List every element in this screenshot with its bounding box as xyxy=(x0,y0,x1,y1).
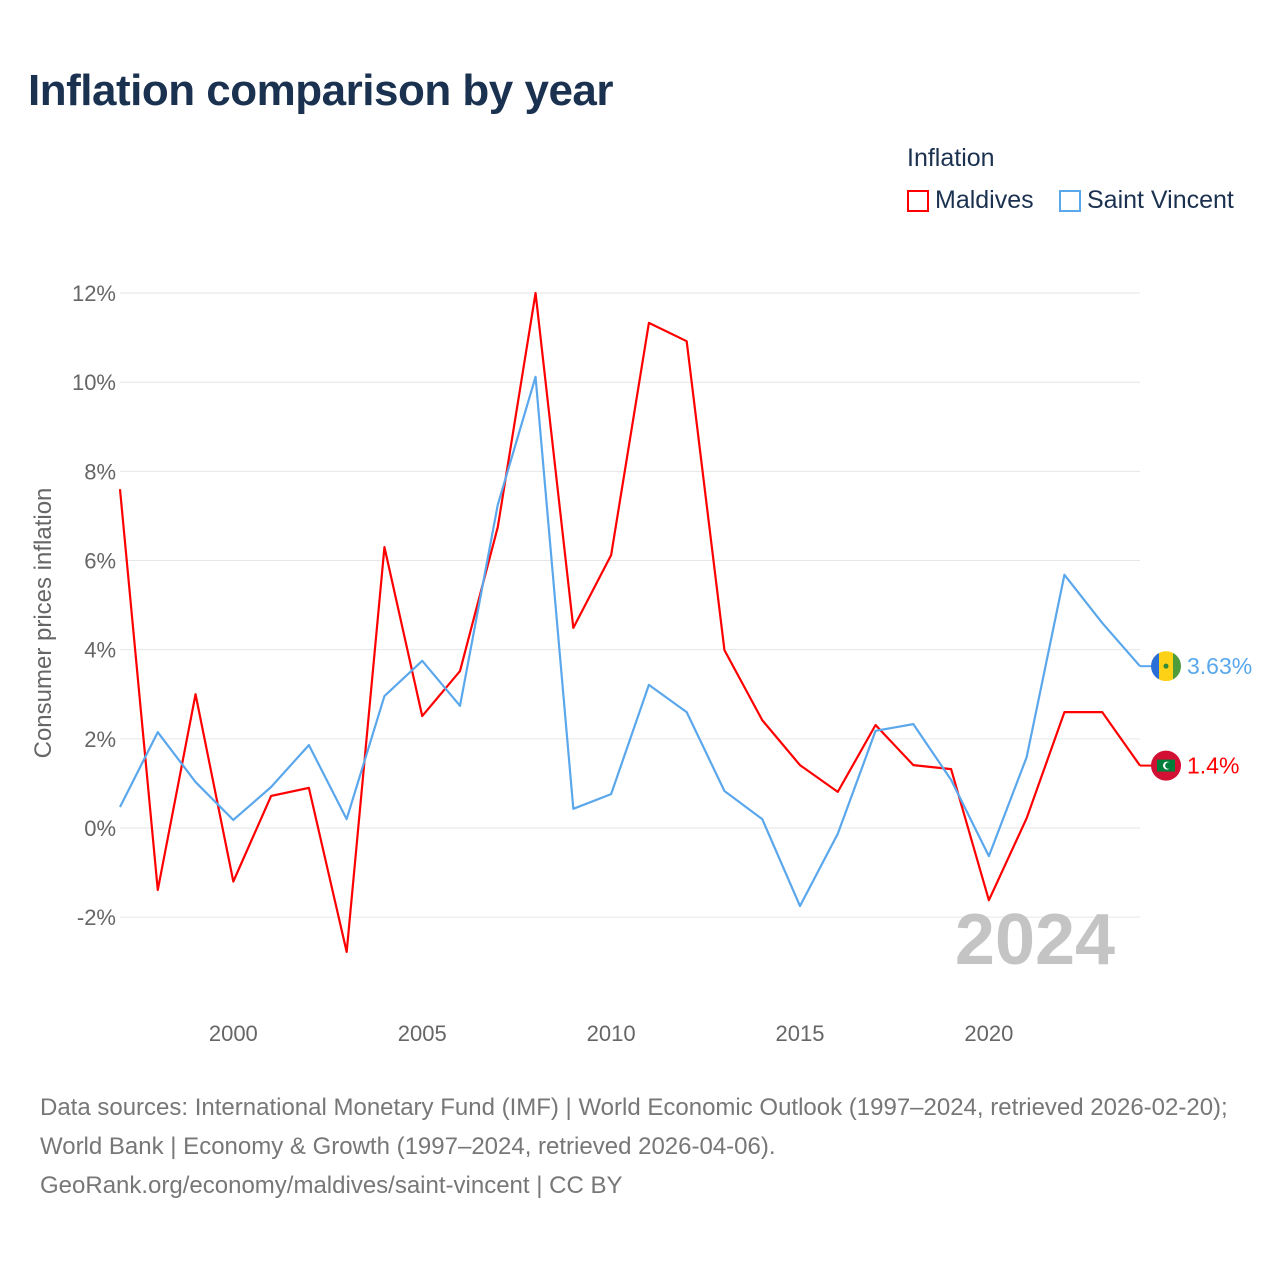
data-point[interactable] xyxy=(306,742,312,748)
series-line-maldives[interactable] xyxy=(118,291,1141,954)
data-point[interactable] xyxy=(533,374,539,380)
series-line-saint-vincent[interactable] xyxy=(119,375,1141,908)
y-tick-label: 0% xyxy=(84,816,116,841)
data-point[interactable] xyxy=(419,713,425,719)
y-tick-label: 4% xyxy=(84,638,116,663)
legend-title: Inflation xyxy=(907,144,995,172)
maldives-flag-icon xyxy=(1151,750,1181,781)
data-point[interactable] xyxy=(117,486,123,492)
x-tick-label: 2020 xyxy=(964,1021,1013,1046)
data-point[interactable] xyxy=(155,729,161,735)
data-point[interactable] xyxy=(381,693,387,699)
y-axis-label: Consumer prices inflation xyxy=(30,488,57,759)
legend-item-saint-vincent[interactable]: Saint Vincent xyxy=(1059,186,1234,215)
data-point[interactable] xyxy=(646,682,652,688)
data-point[interactable] xyxy=(155,887,161,893)
x-tick-label: 2015 xyxy=(776,1021,825,1046)
data-point[interactable] xyxy=(381,544,387,550)
y-tick-label: 12% xyxy=(72,281,116,306)
y-tick-label: 10% xyxy=(72,370,116,395)
data-point[interactable] xyxy=(533,290,539,296)
data-point[interactable] xyxy=(1024,815,1030,821)
data-point[interactable] xyxy=(646,320,652,326)
data-point[interactable] xyxy=(570,806,576,812)
data-point[interactable] xyxy=(570,625,576,631)
data-point[interactable] xyxy=(759,717,765,723)
data-point[interactable] xyxy=(306,785,312,791)
data-point[interactable] xyxy=(230,878,236,884)
data-point[interactable] xyxy=(986,853,992,859)
data-point[interactable] xyxy=(193,779,199,785)
y-tick-label: 8% xyxy=(84,459,116,484)
legend-item-maldives[interactable]: Maldives xyxy=(907,186,1034,215)
data-point[interactable] xyxy=(948,766,954,772)
data-point[interactable] xyxy=(117,804,123,810)
data-point[interactable] xyxy=(1099,709,1105,715)
saint-vincent-flag-icon xyxy=(1151,651,1181,682)
data-point[interactable] xyxy=(495,524,501,530)
data-point[interactable] xyxy=(230,817,236,823)
x-tick-label: 2010 xyxy=(587,1021,636,1046)
data-point[interactable] xyxy=(1099,620,1105,626)
data-point[interactable] xyxy=(721,647,727,653)
data-point[interactable] xyxy=(608,552,614,558)
data-point[interactable] xyxy=(1061,572,1067,578)
data-point[interactable] xyxy=(268,793,274,799)
data-point[interactable] xyxy=(495,502,501,508)
data-point[interactable] xyxy=(986,897,992,903)
legend-label: Saint Vincent xyxy=(1087,186,1234,214)
end-value-label: 1.4% xyxy=(1187,753,1239,779)
data-point[interactable] xyxy=(457,668,463,674)
data-point[interactable] xyxy=(344,949,350,955)
data-point[interactable] xyxy=(873,722,879,728)
data-point[interactable] xyxy=(797,903,803,909)
source-link[interactable]: GeoRank.org/economy/maldives/saint-vince… xyxy=(40,1172,623,1199)
legend-label: Maldives xyxy=(935,186,1034,214)
data-point[interactable] xyxy=(910,762,916,768)
data-point[interactable] xyxy=(1024,754,1030,760)
data-point[interactable] xyxy=(835,831,841,837)
data-point[interactable] xyxy=(948,777,954,783)
data-point[interactable] xyxy=(344,816,350,822)
x-tick-label: 2005 xyxy=(398,1021,447,1046)
data-point[interactable] xyxy=(457,703,463,709)
legend-swatch xyxy=(1059,189,1081,212)
data-point[interactable] xyxy=(608,791,614,797)
data-point[interactable] xyxy=(759,816,765,822)
y-tick-label: -2% xyxy=(77,905,116,930)
end-value-label: 3.63% xyxy=(1187,653,1252,679)
data-point[interactable] xyxy=(684,709,690,715)
x-tick-label: 2000 xyxy=(209,1021,258,1046)
data-point[interactable] xyxy=(1061,709,1067,715)
data-point[interactable] xyxy=(193,691,199,697)
legend-swatch xyxy=(907,189,929,212)
y-tick-label: 2% xyxy=(84,727,116,752)
source-note: Data sources: International Monetary Fun… xyxy=(40,1088,1250,1205)
data-point[interactable] xyxy=(835,789,841,795)
data-point[interactable] xyxy=(797,762,803,768)
chart-title: Inflation comparison by year xyxy=(28,66,614,115)
source-text: Data sources: International Monetary Fun… xyxy=(40,1094,1228,1160)
data-point[interactable] xyxy=(419,658,425,664)
data-point[interactable] xyxy=(721,788,727,794)
data-point[interactable] xyxy=(268,784,274,790)
data-point[interactable] xyxy=(873,728,879,734)
data-point[interactable] xyxy=(910,721,916,727)
data-point[interactable] xyxy=(684,338,690,344)
y-tick-label: 6% xyxy=(84,549,116,574)
year-watermark: 2024 xyxy=(955,900,1115,980)
